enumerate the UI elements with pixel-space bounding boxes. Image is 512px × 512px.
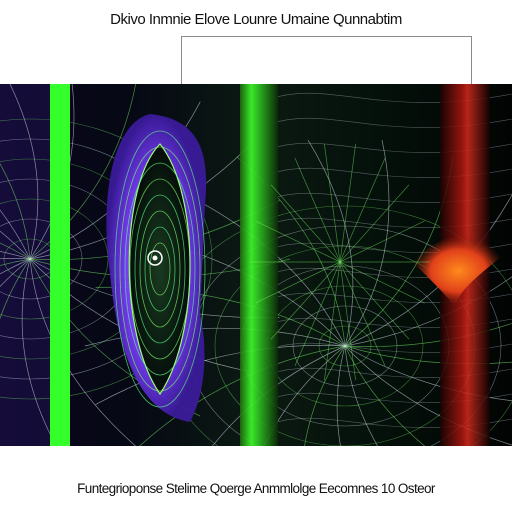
mesh-ray [336, 345, 346, 446]
mesh-ring [0, 218, 83, 300]
mesh-ray [0, 242, 31, 260]
lens-ring [144, 226, 176, 312]
center-ray [339, 261, 425, 304]
center-ray [339, 220, 425, 263]
center-ray [270, 184, 341, 263]
leader-line-left [181, 36, 182, 84]
center-ray [339, 143, 356, 263]
mesh-ray [344, 345, 426, 446]
center-ray [255, 261, 341, 304]
mesh-ray [0, 209, 31, 260]
mesh-ray [344, 345, 379, 446]
center-ray [294, 261, 341, 367]
lens-rings [114, 130, 206, 408]
mesh-ray [344, 140, 390, 347]
orange-bloom [412, 235, 505, 306]
mesh-ray [304, 345, 346, 446]
green-band-middle [240, 84, 278, 446]
eye-icon [147, 250, 163, 266]
mesh-ring [292, 305, 398, 387]
center-ray [339, 157, 386, 263]
figure-caption: Funtegrioponse Stelime Qoerge Anmmlolge … [77, 481, 435, 496]
center-ray [339, 184, 410, 263]
center-mesh [250, 143, 430, 381]
mesh-ray [139, 345, 346, 446]
lens-ring [124, 162, 196, 376]
center-ray [339, 261, 386, 367]
mesh-ray [84, 327, 346, 347]
center-ray [339, 261, 410, 340]
center-ray [294, 157, 341, 263]
mesh-ray [0, 258, 31, 320]
lens-ring [134, 194, 186, 344]
center-ray [324, 261, 341, 381]
mesh-ray [95, 345, 346, 405]
center-ray [324, 143, 341, 263]
lens-ring [129, 178, 191, 360]
leader-line-top [181, 36, 472, 37]
mesh-ray [307, 139, 354, 347]
lens-ring [119, 146, 201, 392]
figure-title: Dkivo Inmnie Elove Lounre Umaine Qunnabt… [110, 11, 402, 28]
center-ray [339, 261, 356, 381]
lens-ring [114, 130, 206, 408]
mesh-ray [9, 84, 39, 260]
center-ray [270, 261, 341, 340]
mesh-ray [0, 258, 31, 275]
mesh-ray [0, 230, 31, 260]
left-haze [0, 84, 55, 446]
lens-ring [139, 210, 181, 328]
mesh-ring [0, 198, 109, 320]
lens-ring [149, 242, 171, 296]
leader-line-right [471, 36, 472, 84]
mesh-ray [0, 163, 31, 260]
mesh-ray [0, 258, 31, 288]
mesh-ring [266, 285, 424, 407]
green-bar-left [50, 84, 70, 446]
mesh-ray [344, 345, 512, 446]
violet-lens [106, 114, 207, 422]
center-ray [255, 220, 341, 263]
artwork [0, 84, 512, 446]
